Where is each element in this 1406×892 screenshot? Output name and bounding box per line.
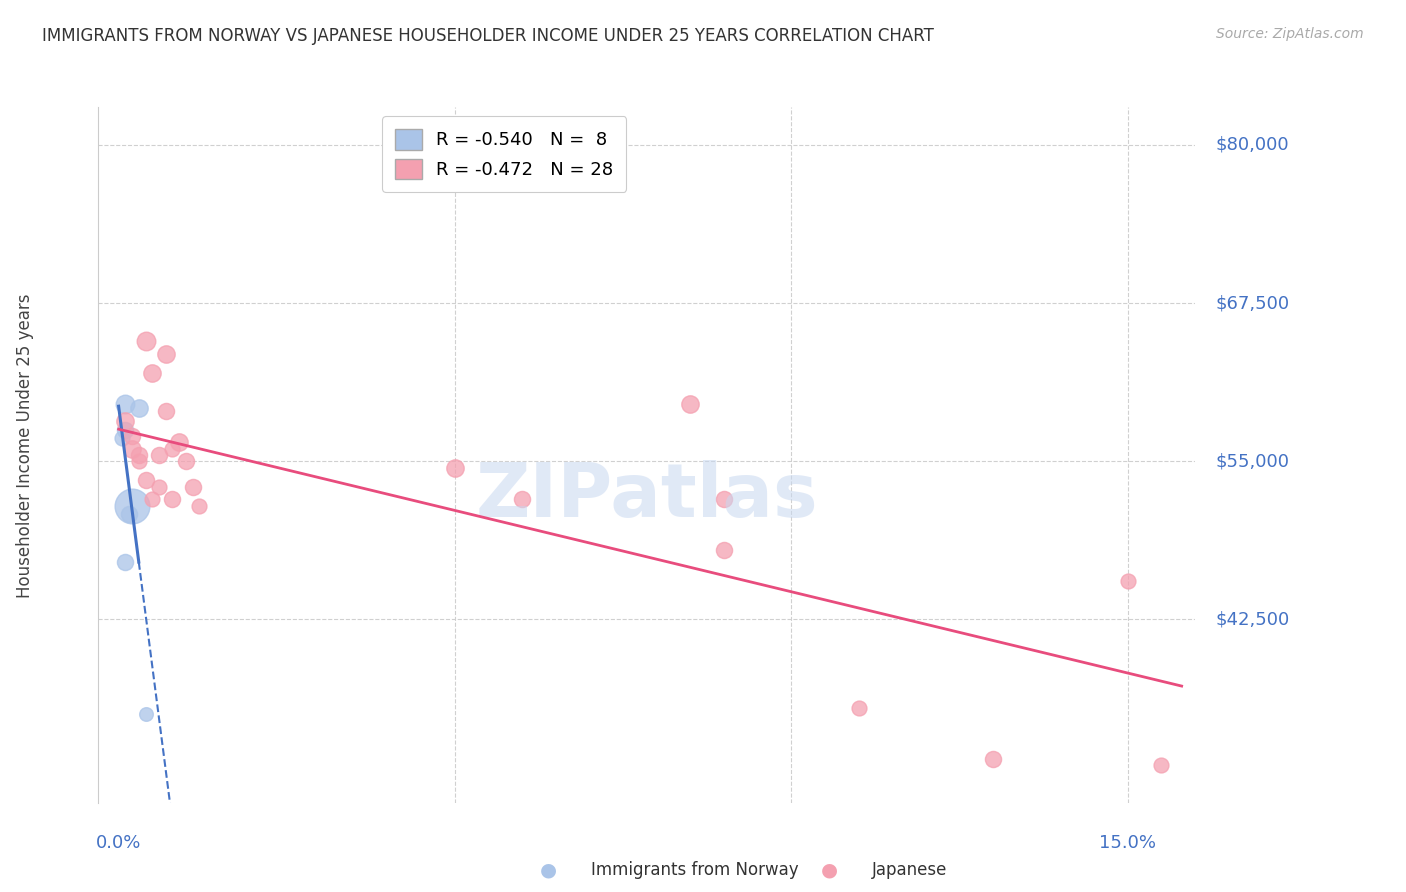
Point (134, 707, 156, 722)
Point (155, 347, 177, 361)
Point (134, 473, 156, 487)
Text: Immigrants from Norway: Immigrants from Norway (591, 861, 799, 879)
Point (713, 542, 735, 557)
Point (848, 701, 870, 715)
Text: $80,000: $80,000 (1215, 136, 1289, 154)
Point (111, 432, 134, 446)
Point (121, 429, 143, 443)
Point (713, 492, 735, 507)
Text: $42,500: $42,500 (1215, 610, 1289, 628)
Point (981, 751, 1004, 765)
Text: Source: ZipAtlas.com: Source: ZipAtlas.com (1216, 27, 1364, 41)
Text: $55,000: $55,000 (1215, 452, 1289, 470)
Text: 0.0%: 0.0% (96, 834, 141, 853)
Point (174, 454, 197, 468)
Legend: R = -0.540   N =  8, R = -0.472   N = 28: R = -0.540 N = 8, R = -0.472 N = 28 (382, 116, 626, 192)
Point (162, 442, 184, 456)
Point (114, 414, 136, 428)
Point (167, 435, 190, 450)
Point (118, 508, 141, 522)
Point (114, 556, 136, 570)
Point (128, 454, 150, 468)
Point (121, 442, 143, 456)
Point (1116, 574, 1139, 589)
Text: Householder Income Under 25 years: Householder Income Under 25 years (17, 293, 34, 599)
Point (128, 401, 150, 416)
Text: ZIPatlas: ZIPatlas (475, 460, 818, 533)
Point (121, 499, 143, 513)
Point (114, 423, 136, 437)
Point (188, 499, 211, 513)
Point (141, 492, 163, 507)
Point (134, 334, 156, 348)
Point (162, 492, 184, 507)
Point (444, 460, 467, 475)
Point (1150, 757, 1173, 772)
Point (181, 479, 204, 493)
Point (679, 397, 702, 411)
Text: Japanese: Japanese (872, 861, 948, 879)
Point (141, 366, 163, 380)
Text: ●: ● (540, 860, 557, 880)
Point (155, 403, 177, 417)
Point (510, 492, 533, 507)
Text: $67,500: $67,500 (1215, 294, 1289, 312)
Point (128, 448, 150, 462)
Text: ●: ● (821, 860, 838, 880)
Text: IMMIGRANTS FROM NORWAY VS JAPANESE HOUSEHOLDER INCOME UNDER 25 YEARS CORRELATION: IMMIGRANTS FROM NORWAY VS JAPANESE HOUSE… (42, 27, 934, 45)
Point (114, 397, 136, 411)
Point (148, 479, 170, 493)
Point (148, 448, 170, 462)
Text: 15.0%: 15.0% (1099, 834, 1156, 853)
